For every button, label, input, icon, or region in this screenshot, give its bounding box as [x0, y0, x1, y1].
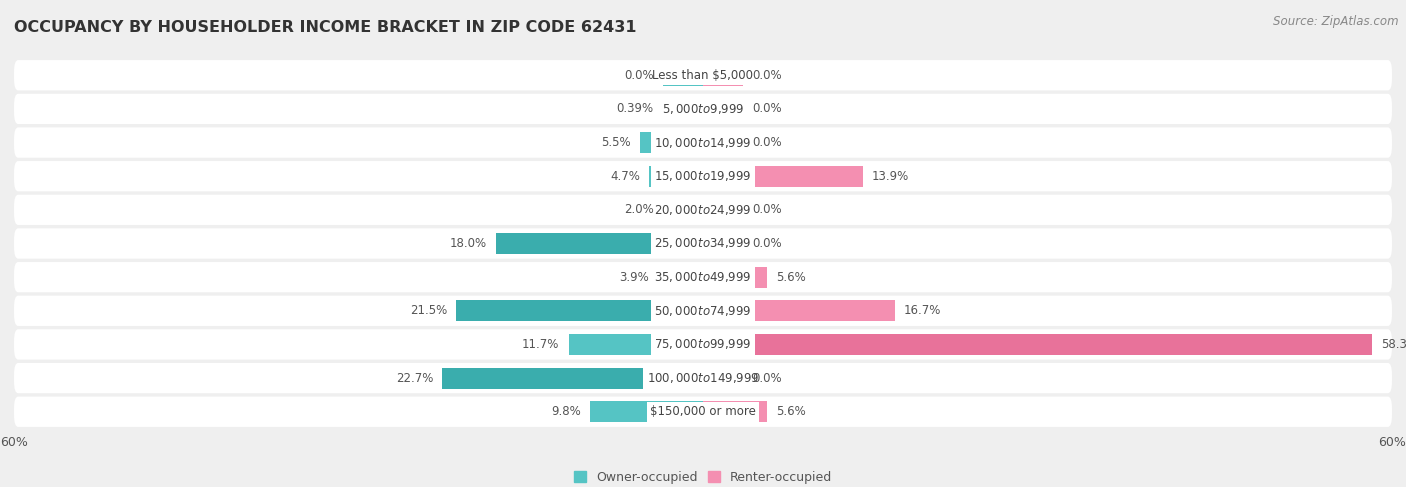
Text: $15,000 to $19,999: $15,000 to $19,999	[654, 169, 752, 183]
Text: $150,000 or more: $150,000 or more	[650, 405, 756, 418]
Text: 0.0%: 0.0%	[752, 69, 782, 82]
Text: $25,000 to $34,999: $25,000 to $34,999	[654, 237, 752, 250]
Bar	[662, 65, 703, 86]
Text: 5.5%: 5.5%	[600, 136, 631, 149]
Text: 5.6%: 5.6%	[776, 405, 806, 418]
Bar	[640, 132, 703, 153]
Bar	[658, 267, 703, 288]
Bar	[568, 334, 703, 355]
Text: 0.0%: 0.0%	[752, 204, 782, 216]
FancyBboxPatch shape	[14, 161, 1392, 191]
FancyBboxPatch shape	[14, 329, 1392, 359]
Bar	[662, 98, 703, 119]
Text: 0.0%: 0.0%	[624, 69, 654, 82]
Bar	[662, 199, 703, 220]
Bar	[443, 368, 703, 389]
Bar	[703, 334, 1372, 355]
Text: 0.0%: 0.0%	[752, 237, 782, 250]
Text: 0.0%: 0.0%	[752, 102, 782, 115]
FancyBboxPatch shape	[14, 296, 1392, 326]
Text: 11.7%: 11.7%	[522, 338, 560, 351]
FancyBboxPatch shape	[14, 262, 1392, 292]
Text: 0.0%: 0.0%	[752, 372, 782, 385]
Text: Less than $5,000: Less than $5,000	[652, 69, 754, 82]
Bar	[650, 166, 703, 187]
Text: 21.5%: 21.5%	[409, 304, 447, 318]
Text: $50,000 to $74,999: $50,000 to $74,999	[654, 304, 752, 318]
Text: Source: ZipAtlas.com: Source: ZipAtlas.com	[1274, 15, 1399, 28]
Bar	[703, 368, 744, 389]
Text: $10,000 to $14,999: $10,000 to $14,999	[654, 135, 752, 150]
Bar	[496, 233, 703, 254]
Text: $75,000 to $99,999: $75,000 to $99,999	[654, 337, 752, 352]
Text: OCCUPANCY BY HOUSEHOLDER INCOME BRACKET IN ZIP CODE 62431: OCCUPANCY BY HOUSEHOLDER INCOME BRACKET …	[14, 20, 637, 35]
Text: 58.3%: 58.3%	[1382, 338, 1406, 351]
Text: 16.7%: 16.7%	[904, 304, 941, 318]
Text: $20,000 to $24,999: $20,000 to $24,999	[654, 203, 752, 217]
Text: 2.0%: 2.0%	[624, 204, 654, 216]
Text: $100,000 to $149,999: $100,000 to $149,999	[647, 371, 759, 385]
Bar	[703, 65, 744, 86]
FancyBboxPatch shape	[14, 195, 1392, 225]
Bar	[703, 300, 894, 321]
Text: 0.0%: 0.0%	[752, 136, 782, 149]
FancyBboxPatch shape	[14, 94, 1392, 124]
Text: 22.7%: 22.7%	[396, 372, 433, 385]
Text: $35,000 to $49,999: $35,000 to $49,999	[654, 270, 752, 284]
FancyBboxPatch shape	[14, 60, 1392, 91]
Bar	[703, 267, 768, 288]
FancyBboxPatch shape	[14, 128, 1392, 158]
Bar	[591, 401, 703, 422]
Bar	[703, 233, 744, 254]
Bar	[703, 199, 744, 220]
Text: 13.9%: 13.9%	[872, 169, 910, 183]
Text: 18.0%: 18.0%	[450, 237, 486, 250]
Bar	[703, 166, 863, 187]
Text: 4.7%: 4.7%	[610, 169, 640, 183]
FancyBboxPatch shape	[14, 228, 1392, 259]
Text: 5.6%: 5.6%	[776, 271, 806, 283]
Bar	[703, 98, 744, 119]
Text: 9.8%: 9.8%	[551, 405, 581, 418]
Bar	[456, 300, 703, 321]
FancyBboxPatch shape	[14, 396, 1392, 427]
Bar	[703, 401, 768, 422]
Legend: Owner-occupied, Renter-occupied: Owner-occupied, Renter-occupied	[568, 466, 838, 487]
Bar	[703, 132, 744, 153]
Text: 3.9%: 3.9%	[619, 271, 650, 283]
Text: 0.39%: 0.39%	[616, 102, 654, 115]
Text: $5,000 to $9,999: $5,000 to $9,999	[662, 102, 744, 116]
FancyBboxPatch shape	[14, 363, 1392, 393]
